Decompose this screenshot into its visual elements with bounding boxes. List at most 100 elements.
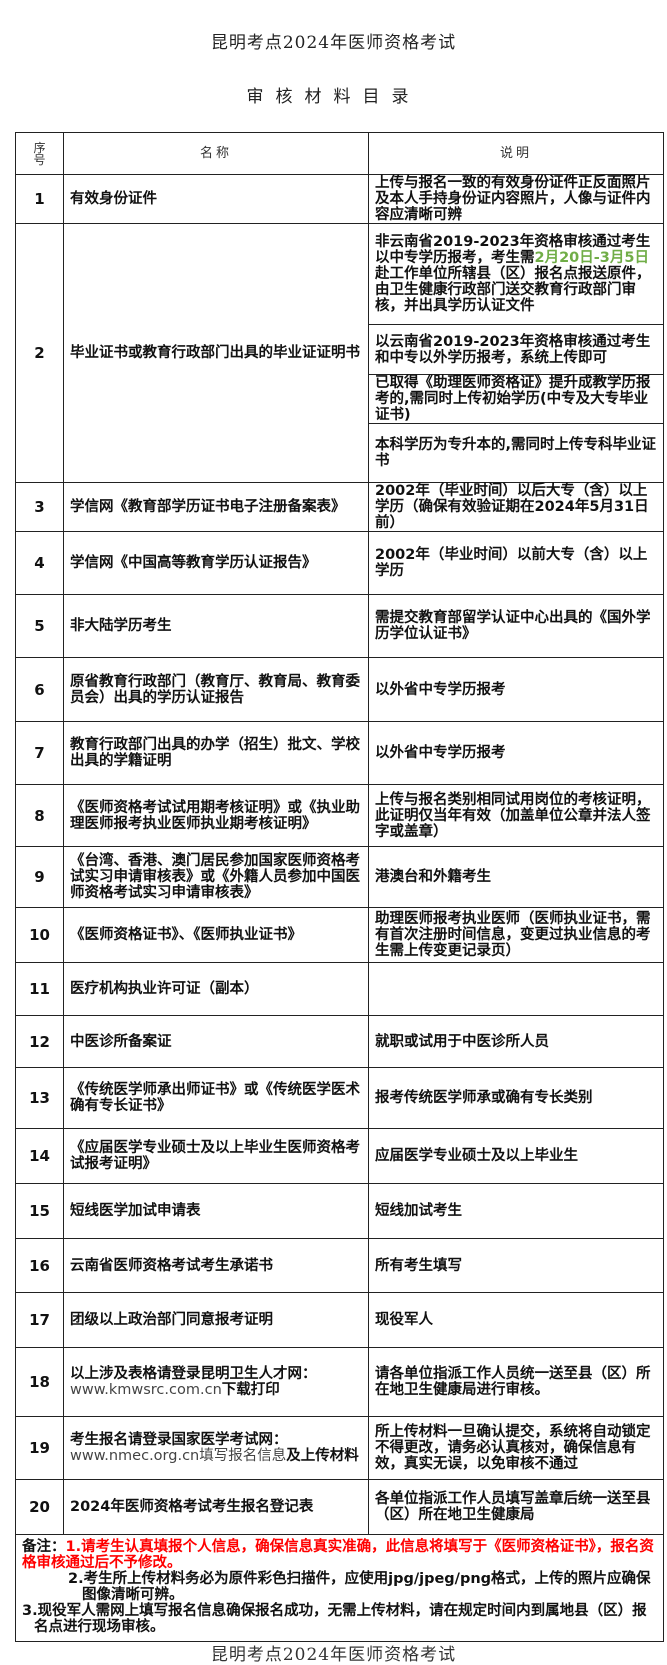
row-name: 《应届医学专业硕士及以上毕业生医师资格考试报考证明》 [63,1128,369,1184]
row-desc: 以外省中专学历报考 [368,657,664,722]
row-number: 20 [15,1479,64,1535]
table-row: 6 原省教育行政部门（教育厅、教育局、教育委员会）出具的学历认证报告 以外省中专学历… [15,657,664,722]
header-name: 名称 [63,132,369,175]
row-desc: 已取得《助理医师资格证》提升成教学历报考的,需同时上传初始学历(中专及大专毕业证… [368,374,664,424]
row-name: 原省教育行政部门（教育厅、教育局、教育委员会）出具的学历认证报告 [63,657,369,722]
row-desc: 请各单位指派工作人员统一送至县（区）所在地卫生健康局进行审核。 [368,1347,664,1417]
row-name: 云南省医师资格考试考生承诺书 [63,1238,369,1293]
row-name: 2024年医师资格考试考生报名登记表 [63,1479,369,1535]
table-row: 18 以上涉及表格请登录昆明卫生人才网：www.kmwsrc.com.cn下载打… [15,1347,664,1417]
row-name: 《传统医学师承出师证书》或《传统医学医术确有专长证书》 [63,1067,369,1129]
table-row: 4 学信网《中国高等教育学历认证报告》 2002年（毕业时间）以前大专（含）以上学历 [15,531,664,595]
table-row: 2 毕业证书或教育行政部门出具的毕业证证明书 非云南省2019-2023年资格审… [15,223,664,483]
row-desc: 港澳台和外籍考生 [368,846,664,908]
row-name: 学信网《中国高等教育学历认证报告》 [63,531,369,595]
notes-row: 备注：1.请考生认真填报个人信息，确保信息真实准确，此信息将填写于《医师资格证书… [15,1534,664,1642]
row-number: 16 [15,1238,64,1293]
row-desc: 助理医师报考执业医师（医师执业证书，需有首次注册时间信息，变更过执业信息的考生需… [368,907,664,963]
row-name: 毕业证书或教育行政部门出具的毕业证证明书 [63,223,369,483]
table-row: 19 考生报名请登录国家医学考试网：www.nmec.org.cn填写报名信息及… [15,1416,664,1480]
row-desc: 本科学历为专升本的,需同时上传专科毕业证书 [368,423,664,483]
table-row: 17 团级以上政治部门同意报考证明 现役军人 [15,1292,664,1348]
row-name: 医疗机构执业许可证（副本） [63,962,369,1016]
row-desc: 2002年（毕业时间）以前大专（含）以上学历 [368,531,664,595]
table-row: 10 《医师资格证书》、《医师执业证书》 助理医师报考执业医师（医师执业证书，需有首… [15,907,664,963]
row-number: 4 [15,531,64,595]
notes-label: 备注： [22,1539,66,1555]
row-name: 《医师资格证书》、《医师执业证书》 [63,907,369,963]
note-1: 备注：1.请考生认真填报个人信息，确保信息真实准确，此信息将填写于《医师资格证书… [22,1539,657,1571]
notes-cell: 备注：1.请考生认真填报个人信息，确保信息真实准确，此信息将填写于《医师资格证书… [15,1534,664,1642]
row-desc: 上传与报名一致的有效身份证件正反面照片及本人手持身份证内容照片，人像与证件内容应… [368,174,664,224]
row-desc: 以外省中专学历报考 [368,721,664,785]
name-text: 考生报名请登录国家医学考试网： [70,1432,288,1448]
table-row: 20 2024年医师资格考试考生报名登记表 各单位指派工作人员填写盖章后统一送至… [15,1479,664,1535]
table-row: 15 短线医学加试申请表 短线加试考生 [15,1183,664,1239]
table-header-row: 序号 名称 说明 [15,132,664,175]
row-desc: 应届医学专业硕士及以上毕业生 [368,1128,664,1184]
materials-table: 序号 名称 说明 1 有效身份证件 上传与报名一致的有效身份证件正反面照片及本人… [15,132,664,1642]
row-desc: 上传与报名类别相同试用岗位的考核证明，此证明仅当年有效（加盖单位公章并法人签字或… [368,784,664,847]
header-desc: 说明 [368,132,664,175]
row-number: 12 [15,1015,64,1068]
row-desc [368,962,664,1016]
row-number: 14 [15,1128,64,1184]
date-highlight: 2月20日-3月5日 [534,250,649,266]
table-subrow: 以云南省2019-2023年资格审核通过考生和中专以外学历报考，系统上传即可 [16,324,664,375]
row-name: 《医师资格考试试用期考核证明》或《执业助理医师报考执业医师执业期考核证明》 [63,784,369,847]
row-desc: 现役军人 [368,1292,664,1348]
note-3: 3.现役军人需网上填写报名信息确保报名成功，无需上传材料，请在规定时间内到属地县… [22,1603,647,1635]
row-name: 团级以上政治部门同意报考证明 [63,1292,369,1348]
table-row: 12 中医诊所备案证 就职或试用于中医诊所人员 [15,1015,664,1068]
row-number: 9 [15,846,64,908]
row-desc: 所上传材料一旦确认提交，系统将自动锁定不得更改，请务必认真核对，确保信息有效，真… [368,1416,664,1480]
row-name: 以上涉及表格请登录昆明卫生人才网：www.kmwsrc.com.cn下载打印 [63,1347,369,1417]
row-name: 教育行政部门出具的办学（招生）批文、学校出具的学籍证明 [63,721,369,785]
row-desc: 报考传统医学师承或确有专长类别 [368,1067,664,1129]
website-link[interactable]: www.nmec.org.cn填写报名信息 [70,1448,287,1464]
row-name: 学信网《教育部学历证书电子注册备案表》 [63,482,369,532]
row-desc: 所有考生填写 [368,1238,664,1293]
table-row: 7 教育行政部门出具的办学（招生）批文、学校出具的学籍证明 以外省中专学历报考 [15,721,664,785]
table-subrow: 已取得《助理医师资格证》提升成教学历报考的,需同时上传初始学历(中专及大专毕业证… [16,374,664,424]
row-name: 有效身份证件 [63,174,369,224]
table-row: 11 医疗机构执业许可证（副本） [15,962,664,1016]
table-row: 3 学信网《教育部学历证书电子注册备案表》 2002年（毕业时间）以后大专（含）以上… [15,482,664,532]
row-number: 1 [15,174,64,224]
row-desc: 2002年（毕业时间）以后大专（含）以上学历（确保有效验证期在2024年5月31… [368,482,664,532]
desc-text: 非云南省2019-2023年资格审核通过考生以中专学历报考，考生需 [375,234,651,266]
row-number: 13 [15,1067,64,1129]
row-number: 3 [15,482,64,532]
row-name: 考生报名请登录国家医学考试网：www.nmec.org.cn填写报名信息及上传材… [63,1416,369,1480]
table-row: 8 《医师资格考试试用期考核证明》或《执业助理医师报考执业医师执业期考核证明》 上传… [15,784,664,847]
row-number: 18 [15,1347,64,1417]
row-number: 7 [15,721,64,785]
row-name: 《台湾、香港、澳门居民参加国家医师资格考试实习申请审核表》或《外籍人员参加中国医… [63,846,369,908]
desc-text: 赴工作单位所辖县（区）报名点报送原件，由卫生健康行政部门送交教育行政部门审核，并… [375,266,651,314]
note-text: 1.请考生认真填报个人信息，确保信息真实准确，此信息将填写于《医师资格证书》，报… [22,1539,654,1571]
row-number: 5 [15,594,64,658]
row-desc: 就职或试用于中医诊所人员 [368,1015,664,1068]
row-number: 19 [15,1416,64,1480]
table-row: 9 《台湾、香港、澳门居民参加国家医师资格考试实习申请审核表》或《外籍人员参加中国… [15,846,664,908]
row-number: 10 [15,907,64,963]
row-desc: 非云南省2019-2023年资格审核通过考生以中专学历报考，考生需2月20日-3… [368,223,664,325]
row-desc: 短线加试考生 [368,1183,664,1239]
note-2: 2.考生所上传材料务必为原件彩色扫描件，应使用jpg/jpeg/png格式，上传… [68,1571,651,1603]
table-row: 16 云南省医师资格考试考生承诺书 所有考生填写 [15,1238,664,1293]
header-seq: 序号 [15,132,64,175]
row-desc: 需提交教育部留学认证中心出具的《国外学历学位认证书》 [368,594,664,658]
row-number: 17 [15,1292,64,1348]
document-title: 昆明考点2024年医师资格考试 [210,33,457,53]
row-number: 8 [15,784,64,847]
website-link[interactable]: www.kmwsrc.com.cn [70,1382,222,1398]
table-row: 13 《传统医学师承出师证书》或《传统医学医术确有专长证书》 报考传统医学师承或确有… [15,1067,664,1129]
table-row: 14 《应届医学专业硕士及以上毕业生医师资格考试报考证明》 应届医学专业硕士及以上毕… [15,1128,664,1184]
row-desc: 以云南省2019-2023年资格审核通过考生和中专以外学历报考，系统上传即可 [368,324,664,375]
table-row: 5 非大陆学历考生 需提交教育部留学认证中心出具的《国外学历学位认证书》 [15,594,664,658]
name-text: 以上涉及表格请登录昆明卫生人才网： [70,1366,317,1382]
row-number: 15 [15,1183,64,1239]
document-subtitle: 审核材料目录 [246,87,421,107]
row-desc: 各单位指派工作人员填写盖章后统一送至县（区）所在地卫生健康局 [368,1479,664,1535]
row-number: 6 [15,657,64,722]
